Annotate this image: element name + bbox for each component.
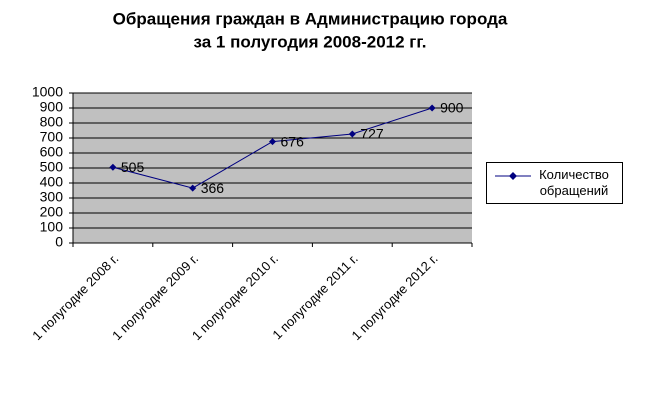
y-tick-label: 100 bbox=[40, 219, 64, 235]
chart-title: за 1 полугодия 2008-2012 гг. bbox=[194, 32, 427, 51]
y-tick-label: 200 bbox=[40, 204, 64, 220]
legend-label: Количество обращений bbox=[539, 167, 609, 198]
x-tick-label: 1 полугодие 2009 г. bbox=[109, 251, 201, 343]
x-tick-label: 1 полугодие 2011 г. bbox=[269, 251, 360, 342]
chart-title: Обращения граждан в Администрацию города bbox=[113, 9, 508, 28]
data-point bbox=[109, 163, 117, 171]
legend: Количество обращений bbox=[486, 162, 623, 204]
data-point bbox=[428, 104, 436, 112]
y-tick-label: 300 bbox=[40, 189, 64, 205]
data-label: 676 bbox=[281, 133, 305, 149]
y-tick-label: 400 bbox=[40, 174, 64, 190]
data-label: 727 bbox=[360, 126, 384, 142]
x-tick-label: 1 полугодие 2010 г. bbox=[189, 251, 281, 343]
y-tick-label: 700 bbox=[40, 129, 64, 145]
data-label: 900 bbox=[440, 100, 464, 116]
y-tick-label: 0 bbox=[55, 234, 63, 250]
y-tick-label: 500 bbox=[40, 159, 64, 175]
y-tick-label: 800 bbox=[40, 114, 64, 130]
x-tick-label: 1 полугодие 2012 г. bbox=[349, 251, 441, 343]
data-label: 366 bbox=[201, 180, 225, 196]
y-tick-label: 1000 bbox=[32, 84, 63, 100]
y-tick-label: 600 bbox=[40, 144, 64, 160]
legend-marker bbox=[495, 172, 531, 180]
data-point bbox=[348, 130, 356, 138]
y-tick-label: 900 bbox=[40, 99, 64, 115]
data-label: 505 bbox=[121, 159, 145, 175]
data-point bbox=[189, 184, 197, 192]
data-point bbox=[269, 138, 276, 146]
x-tick-label: 1 полугодие 2008 г. bbox=[29, 251, 121, 343]
